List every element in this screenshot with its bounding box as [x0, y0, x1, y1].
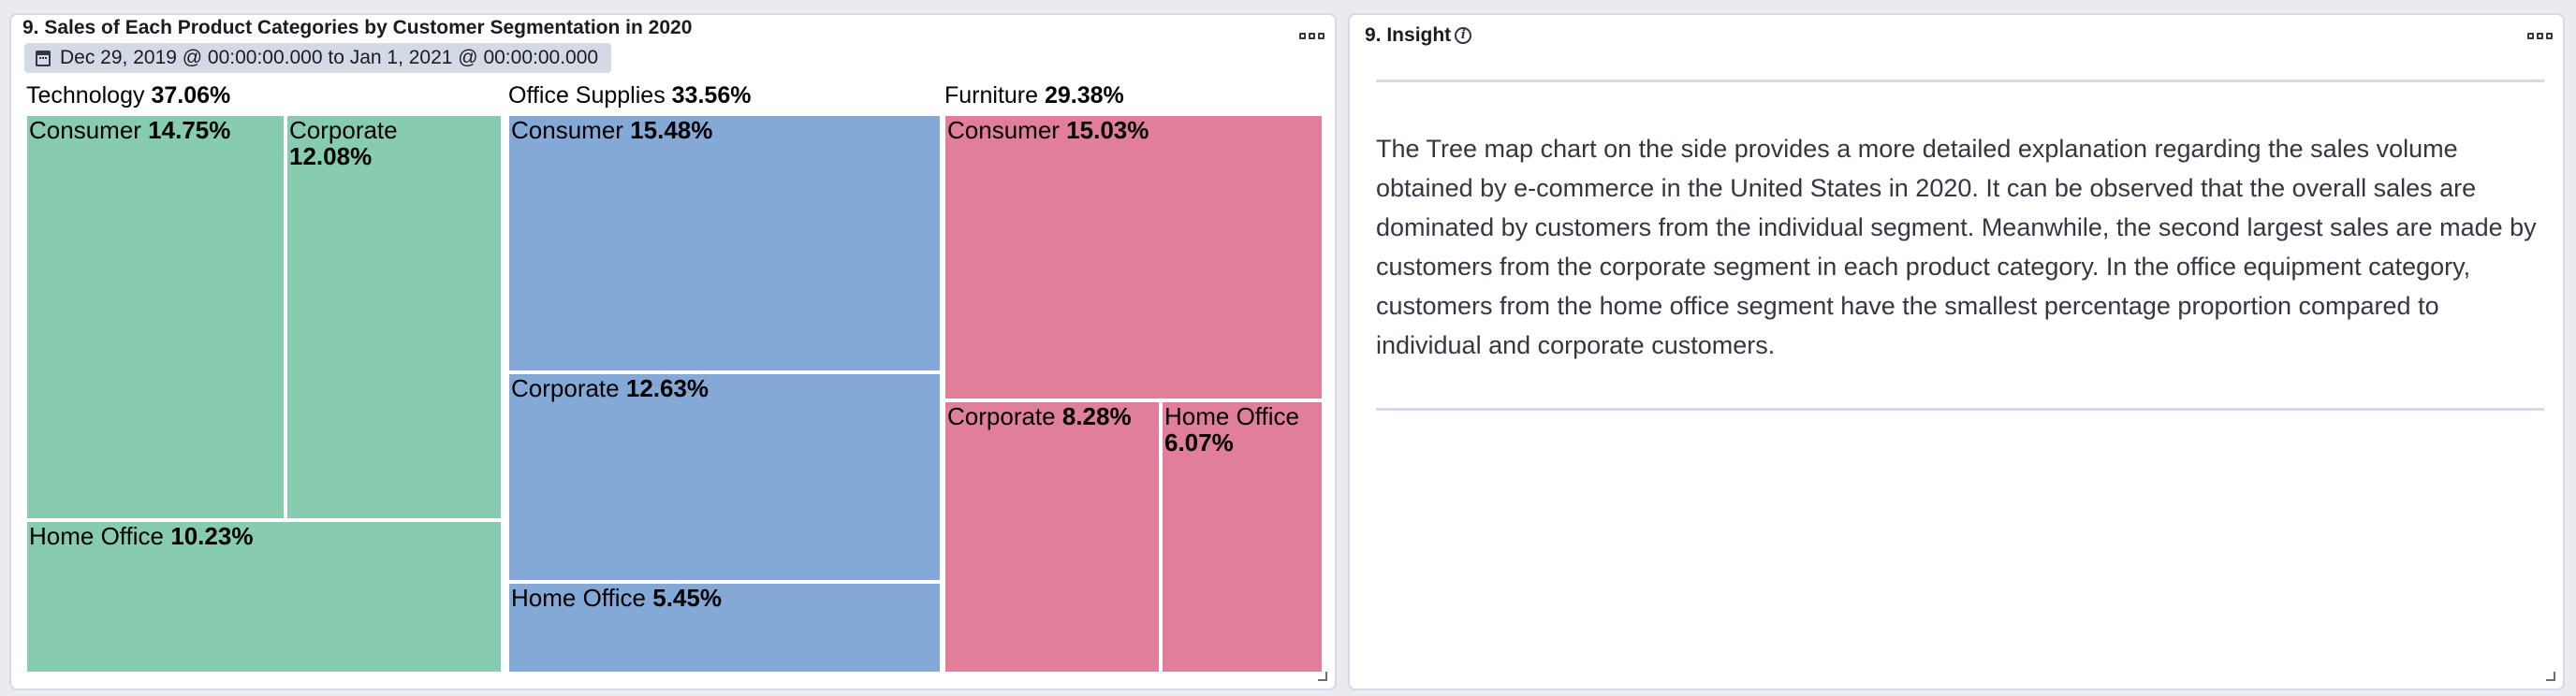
- panel-title-text: 9. Insight: [1365, 24, 1452, 46]
- treemap-cell-office-consumer[interactable]: Consumer 15.48%: [507, 114, 942, 372]
- options-dot-icon: [2545, 32, 2553, 39]
- cell-label: Corporate 8.28%: [947, 402, 1132, 430]
- time-range-badge[interactable]: Dec 29, 2019 @ 00:00:00.000 to Jan 1, 20…: [24, 43, 612, 73]
- cell-label: Consumer 15.48%: [511, 116, 713, 144]
- group-label-office-supplies: Office Supplies 33.56%: [508, 82, 752, 109]
- cell-label: Home Office 5.45%: [511, 584, 722, 612]
- options-dot-icon: [1317, 32, 1325, 39]
- resize-handle[interactable]: [1318, 672, 1327, 681]
- treemap-panel: 9. Sales of Each Product Categories by C…: [9, 13, 1337, 690]
- treemap-cell-furniture-corporate[interactable]: Corporate 8.28%: [944, 400, 1161, 674]
- cell-label: Consumer 15.03%: [947, 116, 1149, 144]
- treemap-cell-office-home-office[interactable]: Home Office 5.45%: [507, 582, 942, 674]
- treemap-cell-technology-corporate[interactable]: Corporate 12.08%: [285, 114, 503, 520]
- insight-text: The Tree map chart on the side provides …: [1376, 135, 2537, 359]
- options-dot-icon: [1298, 32, 1306, 39]
- options-dot-icon: [2526, 32, 2534, 39]
- divider-top: [1376, 80, 2544, 82]
- treemap-cell-technology-home-office[interactable]: Home Office 10.23%: [25, 520, 503, 674]
- cell-label: Home Office 6.07%: [1164, 402, 1300, 457]
- group-label-technology: Technology 37.06%: [26, 82, 231, 109]
- cell-label: Corporate 12.08%: [289, 116, 398, 170]
- panel-title: 9. Insight i: [1365, 24, 1472, 47]
- cell-label: Home Office 10.23%: [29, 522, 254, 550]
- divider-bottom: [1376, 408, 2544, 411]
- treemap-cell-technology-consumer[interactable]: Consumer 14.75%: [25, 114, 285, 520]
- group-label-furniture: Furniture 29.38%: [944, 82, 1124, 109]
- treemap-cell-furniture-home-office[interactable]: Home Office 6.07%: [1161, 400, 1324, 674]
- panel-options-button[interactable]: [2524, 24, 2555, 47]
- cell-label: Consumer 14.75%: [29, 116, 231, 144]
- panel-title: 9. Sales of Each Product Categories by C…: [22, 17, 693, 38]
- options-dot-icon: [1308, 32, 1315, 39]
- cell-label: Corporate 12.63%: [511, 374, 710, 402]
- panel-options-button[interactable]: [1295, 24, 1327, 47]
- treemap-cell-furniture-consumer[interactable]: Consumer 15.03%: [944, 114, 1324, 400]
- insight-panel: 9. Insight i The Tree map chart on the si…: [1348, 13, 2565, 690]
- resize-handle[interactable]: [2546, 672, 2555, 681]
- calendar-icon: [36, 50, 51, 66]
- time-range-text: Dec 29, 2019 @ 00:00:00.000 to Jan 1, 20…: [60, 47, 599, 68]
- info-icon[interactable]: i: [1455, 27, 1472, 45]
- options-dot-icon: [2536, 32, 2543, 39]
- treemap-cell-office-corporate[interactable]: Corporate 12.63%: [507, 372, 942, 582]
